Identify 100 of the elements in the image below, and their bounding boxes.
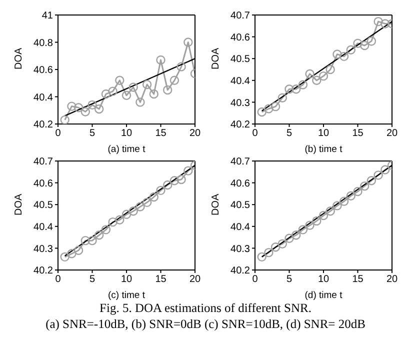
y-tick-label: 40.2: [230, 266, 250, 277]
point: [292, 230, 301, 240]
point: [142, 80, 152, 90]
x-tick-label: 0: [252, 128, 258, 140]
point: [318, 71, 328, 81]
point: [374, 16, 383, 26]
point: [257, 107, 266, 117]
y-axis-title: DOA: [210, 48, 222, 70]
point: [270, 102, 280, 112]
point: [326, 64, 335, 74]
y-tick-label: 40.3: [34, 244, 54, 255]
point: [74, 246, 84, 255]
y-tick-label: 40.6: [34, 65, 54, 76]
point: [298, 80, 308, 90]
point: [122, 210, 132, 220]
y-tick-label: 40.4: [230, 76, 250, 87]
point: [60, 252, 70, 262]
x-tick-label: 10: [318, 128, 330, 140]
point: [176, 174, 186, 184]
x-tick-label: 0: [252, 274, 258, 286]
x-tick-label: 15: [352, 274, 364, 286]
y-tick-label: 40.2: [34, 120, 54, 131]
point: [128, 206, 138, 216]
x-axis-title: (d) time t: [304, 290, 343, 301]
point: [339, 52, 349, 62]
point: [326, 206, 335, 216]
y-tick-label: 40.3: [230, 244, 250, 255]
point: [318, 210, 328, 220]
point: [360, 40, 370, 50]
x-tick-label: 20: [189, 128, 201, 140]
point: [101, 225, 111, 234]
point: [136, 202, 145, 212]
x-tick-label: 5: [286, 128, 292, 140]
point: [67, 102, 76, 111]
y-tick-label: 40.8: [34, 38, 54, 49]
y-tick-label: 40.5: [230, 54, 250, 66]
x-tick-label: 5: [89, 128, 96, 140]
x-axis-title: (b) time t: [304, 144, 343, 155]
point: [122, 90, 132, 100]
point: [278, 93, 287, 102]
point: [108, 86, 118, 96]
point: [332, 201, 342, 210]
point: [176, 62, 186, 72]
point: [305, 69, 314, 78]
point: [163, 180, 172, 190]
point: [305, 220, 314, 230]
point: [67, 249, 76, 258]
point: [298, 225, 308, 234]
y-tick-label: 40.2: [34, 266, 54, 277]
y-axis-title: DOA: [14, 194, 25, 216]
point: [184, 38, 193, 47]
point: [170, 176, 180, 186]
y-tick-label: 40.6: [34, 178, 54, 190]
x-axis-title: (a) time t: [108, 144, 146, 155]
point: [60, 115, 70, 124]
x-tick-label: 10: [120, 128, 132, 140]
text: (a) SNR=-10dB, (b) SNR=0dB (c) SNR=10dB, (d) SNR= 20dB: [44, 316, 366, 332]
point: [366, 36, 376, 46]
y-tick-label: 40.3: [230, 98, 250, 109]
x-axis-title: (c) time t: [108, 290, 146, 301]
point: [88, 100, 97, 110]
point: [346, 45, 356, 54]
point: [108, 217, 118, 227]
point: [149, 89, 158, 99]
point: [88, 236, 97, 246]
point: [184, 166, 193, 176]
point: [170, 76, 180, 85]
point: [312, 76, 322, 85]
point: [74, 103, 84, 112]
point: [136, 98, 145, 107]
x-tick-label: 10: [318, 274, 330, 286]
point: [257, 252, 266, 262]
point: [142, 198, 152, 208]
point: [94, 230, 104, 240]
point: [80, 107, 90, 116]
x-tick-label: 15: [352, 128, 364, 140]
y-tick-label: 40.7: [230, 156, 250, 168]
y-axis-title: DOA: [14, 48, 25, 70]
y-tick-label: 40.5: [34, 200, 54, 212]
x-tick-label: 20: [189, 274, 201, 286]
y-tick-label: 41: [42, 10, 54, 22]
x-tick-label: 5: [89, 274, 96, 286]
y-tick-label: 40.5: [230, 200, 250, 212]
point: [353, 186, 362, 196]
point: [156, 186, 166, 196]
point: [380, 19, 390, 28]
point: [292, 84, 301, 94]
point: [163, 85, 172, 95]
caption: Fig. 5. DOA estimations of different SNR.: [98, 300, 312, 316]
x-tick-label: 5: [286, 274, 292, 286]
point: [128, 82, 138, 92]
point: [80, 236, 90, 246]
y-tick-label: 40.4: [230, 222, 250, 233]
point: [374, 170, 383, 180]
point: [360, 181, 370, 191]
x-tick-label: 15: [155, 128, 167, 140]
point: [101, 89, 111, 99]
y-tick-label: 40.6: [230, 178, 250, 190]
point: [284, 84, 294, 94]
point: [115, 215, 124, 224]
